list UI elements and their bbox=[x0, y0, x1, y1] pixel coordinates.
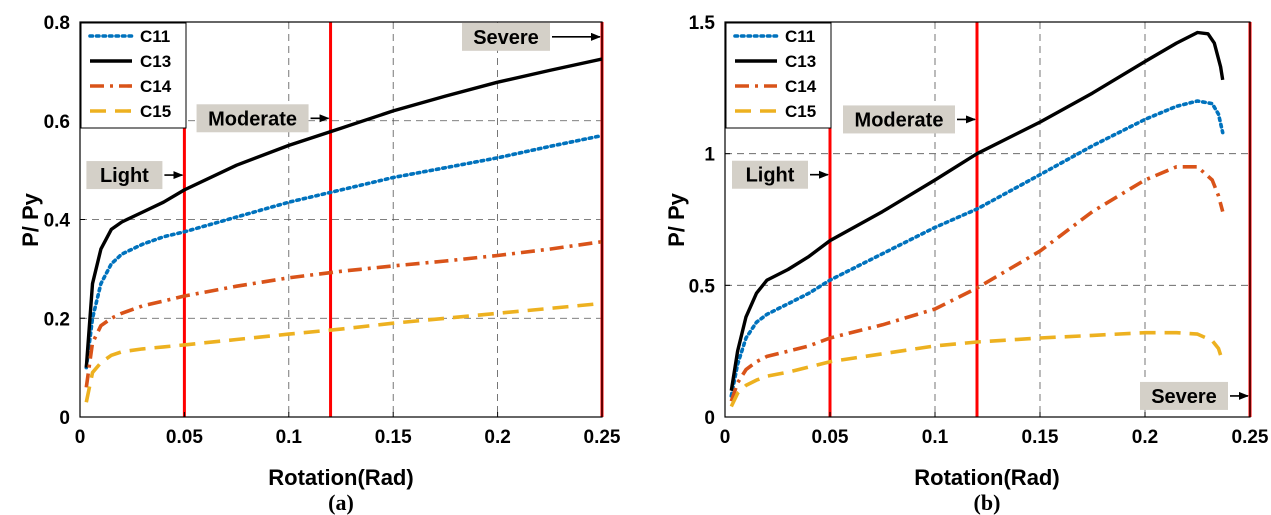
series-a bbox=[84, 57, 602, 403]
annotation-box-moderate bbox=[196, 104, 309, 133]
x-tick-label: 0.2 bbox=[1132, 427, 1158, 448]
annotations-a: Light Moderate Severe bbox=[86, 22, 601, 190]
x-axis-label-b: Rotation(Rad) bbox=[914, 465, 1059, 490]
caption-b: (b) bbox=[974, 490, 1001, 515]
legend-a: C11 C13 C14 C15 bbox=[80, 22, 187, 129]
x-tick-label: 0 bbox=[720, 427, 731, 448]
caption-a: (a) bbox=[328, 490, 354, 515]
x-tick-label: 0.05 bbox=[812, 427, 849, 448]
y-tick-label: 1.5 bbox=[689, 13, 716, 34]
y-tick-label: 0.8 bbox=[44, 13, 70, 34]
annotation-label-moderate: Moderate bbox=[208, 108, 297, 130]
annotation-label-light: Light bbox=[100, 165, 149, 187]
x-tick-label: 0.15 bbox=[375, 427, 412, 448]
legend-label-c14: C14 bbox=[785, 77, 817, 96]
annotation-label-light: Light bbox=[746, 165, 795, 187]
legend-label-c13: C13 bbox=[785, 52, 816, 71]
legend-label-c15: C15 bbox=[785, 102, 816, 121]
legend-label-c14: C14 bbox=[140, 77, 172, 96]
y-tick-label: 0.4 bbox=[44, 211, 71, 232]
series-line-c14 bbox=[84, 239, 602, 388]
y-axis-label-a: P/ Py bbox=[18, 192, 43, 247]
x-tick-label: 0 bbox=[75, 427, 86, 448]
x-tick-label: 0.15 bbox=[1022, 427, 1059, 448]
series-line-c13 bbox=[84, 57, 602, 368]
annotations-b: Light Moderate Severe bbox=[732, 105, 1249, 410]
series-line-c15 bbox=[84, 301, 602, 403]
series-line-c11 bbox=[729, 99, 1225, 398]
x-tick-label: 0.05 bbox=[166, 427, 203, 448]
plot-frame-b bbox=[724, 21, 1251, 418]
annotation-box-light bbox=[732, 160, 808, 189]
series-line-c11 bbox=[84, 133, 602, 370]
x-tick-label: 0.1 bbox=[276, 427, 303, 448]
x-tick-label: 0.1 bbox=[922, 427, 949, 448]
annotation-box-severe bbox=[1140, 381, 1228, 410]
series-line-c14 bbox=[729, 165, 1225, 402]
y-axis-label-b: P/ Py bbox=[664, 192, 689, 247]
chart-panel-b: 0 0.05 0.1 0.15 0.2 0.25 0 0.5 1 1.5 C11 C13 C14 C15… bbox=[664, 13, 1269, 515]
legend-label-c11: C11 bbox=[785, 27, 815, 46]
series-line-c15 bbox=[729, 330, 1225, 408]
series-b bbox=[729, 30, 1225, 408]
annotation-box-light bbox=[86, 161, 163, 190]
y-tick-label: 0 bbox=[704, 408, 715, 429]
annotation-label-moderate: Moderate bbox=[855, 109, 944, 131]
y-tick-label: 0.5 bbox=[689, 276, 716, 297]
legend-label-c15: C15 bbox=[140, 102, 171, 121]
ticks-a: 0 0.05 0.1 0.15 0.2 0.25 0 0.2 0.4 0.6 0.8 bbox=[44, 13, 621, 448]
x-tick-label: 0.25 bbox=[1232, 427, 1269, 448]
legend-b: C11 C13 C14 C15 bbox=[725, 22, 832, 129]
y-tick-label: 1 bbox=[704, 145, 715, 166]
annotation-label-severe: Severe bbox=[1151, 386, 1217, 408]
legend-box bbox=[80, 22, 187, 129]
y-tick-label: 0.2 bbox=[44, 309, 70, 330]
annotation-box-moderate bbox=[843, 105, 955, 134]
legend-label-c11: C11 bbox=[140, 27, 170, 46]
x-tick-label: 0.2 bbox=[484, 427, 510, 448]
y-tick-label: 0.6 bbox=[44, 112, 70, 133]
y-tick-label: 0 bbox=[59, 408, 70, 429]
series-line-c13 bbox=[729, 30, 1225, 391]
annotation-label-severe: Severe bbox=[473, 27, 539, 49]
legend-label-c13: C13 bbox=[140, 52, 171, 71]
annotation-box-severe bbox=[462, 22, 550, 51]
x-tick-label: 0.25 bbox=[584, 427, 621, 448]
x-axis-label-a: Rotation(Rad) bbox=[268, 465, 413, 490]
ticks-b: 0 0.05 0.1 0.15 0.2 0.25 0 0.5 1 1.5 bbox=[689, 13, 1269, 448]
